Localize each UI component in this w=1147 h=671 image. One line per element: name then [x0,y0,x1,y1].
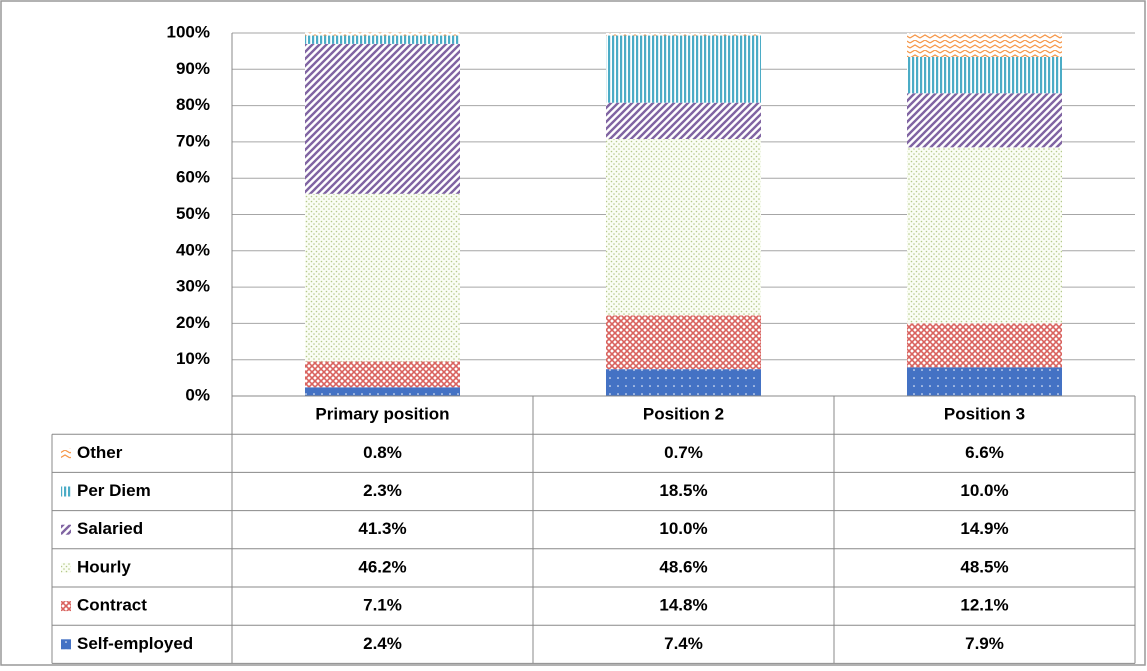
y-tick-label: 50% [176,204,210,223]
y-tick-label: 90% [176,59,210,78]
legend-key [61,601,71,612]
table-value: 0.7% [664,443,703,462]
y-tick-label: 30% [176,277,210,296]
category-label: Position 2 [643,405,724,424]
bar-segment [606,138,761,316]
legend-key [61,562,71,573]
table-value: 10.0% [960,481,1008,500]
bar-segment [907,147,1062,324]
table-value: 7.1% [363,596,402,615]
bar-segment [606,33,761,36]
y-tick-label: 10% [176,349,210,368]
y-tick-label: 80% [176,95,210,114]
legend-label: Salaried [77,519,143,538]
legend-label: Self-employed [77,634,193,653]
bar-segment [907,323,1062,368]
legend-label: Hourly [77,557,131,576]
category-label: Position 3 [944,405,1025,424]
legend-label: Contract [77,596,147,615]
bar-segment [305,32,460,36]
bar-segment [305,35,460,44]
category-label: Primary position [315,405,449,424]
bar-segment [305,43,460,194]
bar-segment [606,35,761,103]
bar-segment [606,102,761,139]
table-value: 14.9% [960,519,1008,538]
y-tick-label: 20% [176,313,210,332]
y-tick-label: 70% [176,131,210,150]
table-value: 2.3% [363,481,402,500]
bar-segment [305,361,460,388]
table-value: 2.4% [363,634,402,653]
bar-segment [606,369,761,396]
table-value: 0.8% [363,443,402,462]
table-value: 48.5% [960,557,1008,576]
bar-segment [606,315,761,370]
table-value: 7.9% [965,634,1004,653]
table-value: 12.1% [960,596,1008,615]
y-tick-label: 60% [176,168,210,187]
table-value: 7.4% [664,634,703,653]
bar-segment [907,56,1062,94]
legend-key [61,524,71,535]
bar-segment [907,367,1062,396]
bar-segment [907,33,1062,57]
y-tick-label: 0% [185,385,210,404]
legend-label: Per Diem [77,481,151,500]
bar-segment [907,93,1062,148]
bar-segment [305,387,460,396]
legend-key [61,448,71,459]
legend-key [61,639,71,650]
table-value: 41.3% [358,519,406,538]
legend-key [61,486,71,497]
table-value: 46.2% [358,557,406,576]
table-value: 48.6% [659,557,707,576]
table-value: 6.6% [965,443,1004,462]
table-value: 18.5% [659,481,707,500]
y-tick-label: 100% [167,22,210,41]
table-value: 14.8% [659,596,707,615]
table-value: 10.0% [659,519,707,538]
y-tick-label: 40% [176,240,210,259]
legend-label: Other [77,443,123,462]
bar-segment [305,193,460,362]
